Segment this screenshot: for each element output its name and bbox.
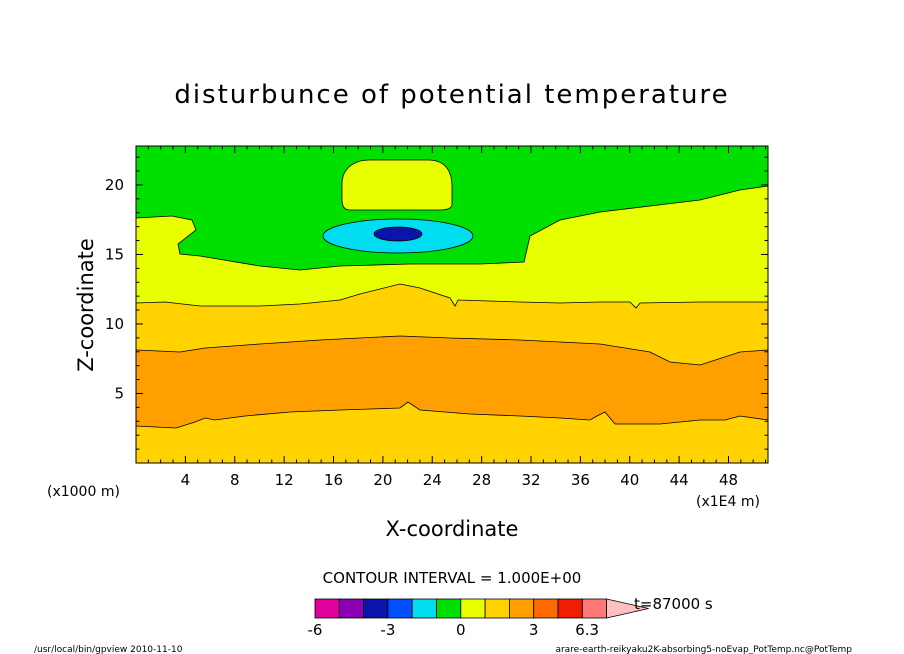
contour-upper-yellow-blob xyxy=(342,160,452,210)
colorbar-tick-label: 3 xyxy=(529,621,539,639)
x-tick-label: 40 xyxy=(620,471,639,489)
time-label: t=87000 s xyxy=(634,595,713,613)
x-tick-label: 12 xyxy=(275,471,294,489)
x-tick-label: 28 xyxy=(472,471,491,489)
colorbar-swatch xyxy=(411,598,437,619)
band-orange xyxy=(136,336,768,428)
colorbar-swatch xyxy=(557,598,583,619)
colorbar-swatch xyxy=(533,598,559,619)
plot-frame xyxy=(135,145,769,464)
colorbar-tick-label: 0 xyxy=(456,621,466,639)
y-axis-ticks: 5 10 15 20 xyxy=(105,156,768,450)
colorbar: -6 -3 0 3 6.3 xyxy=(308,598,649,639)
colorbar-swatch xyxy=(338,598,364,619)
colorbar-swatch xyxy=(314,598,340,619)
y-tick-label: 20 xyxy=(105,176,124,194)
x-axis-ticks: 4 8 12 16 20 24 28 32 36 40 44 48 xyxy=(147,146,767,489)
footer-left: /usr/local/bin/gpview 2010-11-10 xyxy=(34,645,183,654)
x-tick-label: 32 xyxy=(521,471,540,489)
contour-interval-label: CONTOUR INTERVAL = 1.000E+00 xyxy=(323,569,582,587)
band-green xyxy=(136,146,768,270)
contour-blue-blob xyxy=(374,227,422,241)
colorbar-swatch xyxy=(484,598,510,619)
colorbar-tick-label: 6.3 xyxy=(575,621,599,639)
x-tick-label: 16 xyxy=(324,471,343,489)
colorbar-arrow xyxy=(606,598,649,619)
contour-lines xyxy=(135,159,769,429)
x-tick-label: 20 xyxy=(373,471,392,489)
x-unit-right: (x1E4 m) xyxy=(696,494,760,510)
x-tick-label: 44 xyxy=(670,471,689,489)
colorbar-swatch xyxy=(363,598,389,619)
x-axis-label: X-coordinate xyxy=(386,517,519,541)
colorbar-swatch xyxy=(436,598,462,619)
y-tick-label: 10 xyxy=(105,315,124,333)
chart-title: disturbunce of potential temperature xyxy=(174,80,729,110)
x-tick-label: 36 xyxy=(571,471,590,489)
y-tick-label: 5 xyxy=(114,384,124,402)
colorbar-swatch xyxy=(581,598,607,619)
x-tick-label: 8 xyxy=(230,471,240,489)
colorbar-tick-label: -6 xyxy=(308,621,323,639)
colorbar-swatch xyxy=(508,598,535,619)
y-axis-label: Z-coordinate xyxy=(74,238,98,372)
footer-right: arare-earth-reikyaku2K-absorbing5-noEvap… xyxy=(555,645,852,654)
x-tick-label: 4 xyxy=(181,471,191,489)
colorbar-swatch xyxy=(460,598,486,619)
x-tick-label: 24 xyxy=(423,471,442,489)
colorbar-tick-label: -3 xyxy=(380,621,395,639)
colorbar-swatch xyxy=(387,598,413,619)
x-unit-left: (x1000 m) xyxy=(47,484,120,500)
x-tick-label: 48 xyxy=(719,471,738,489)
y-tick-label: 15 xyxy=(105,245,124,263)
